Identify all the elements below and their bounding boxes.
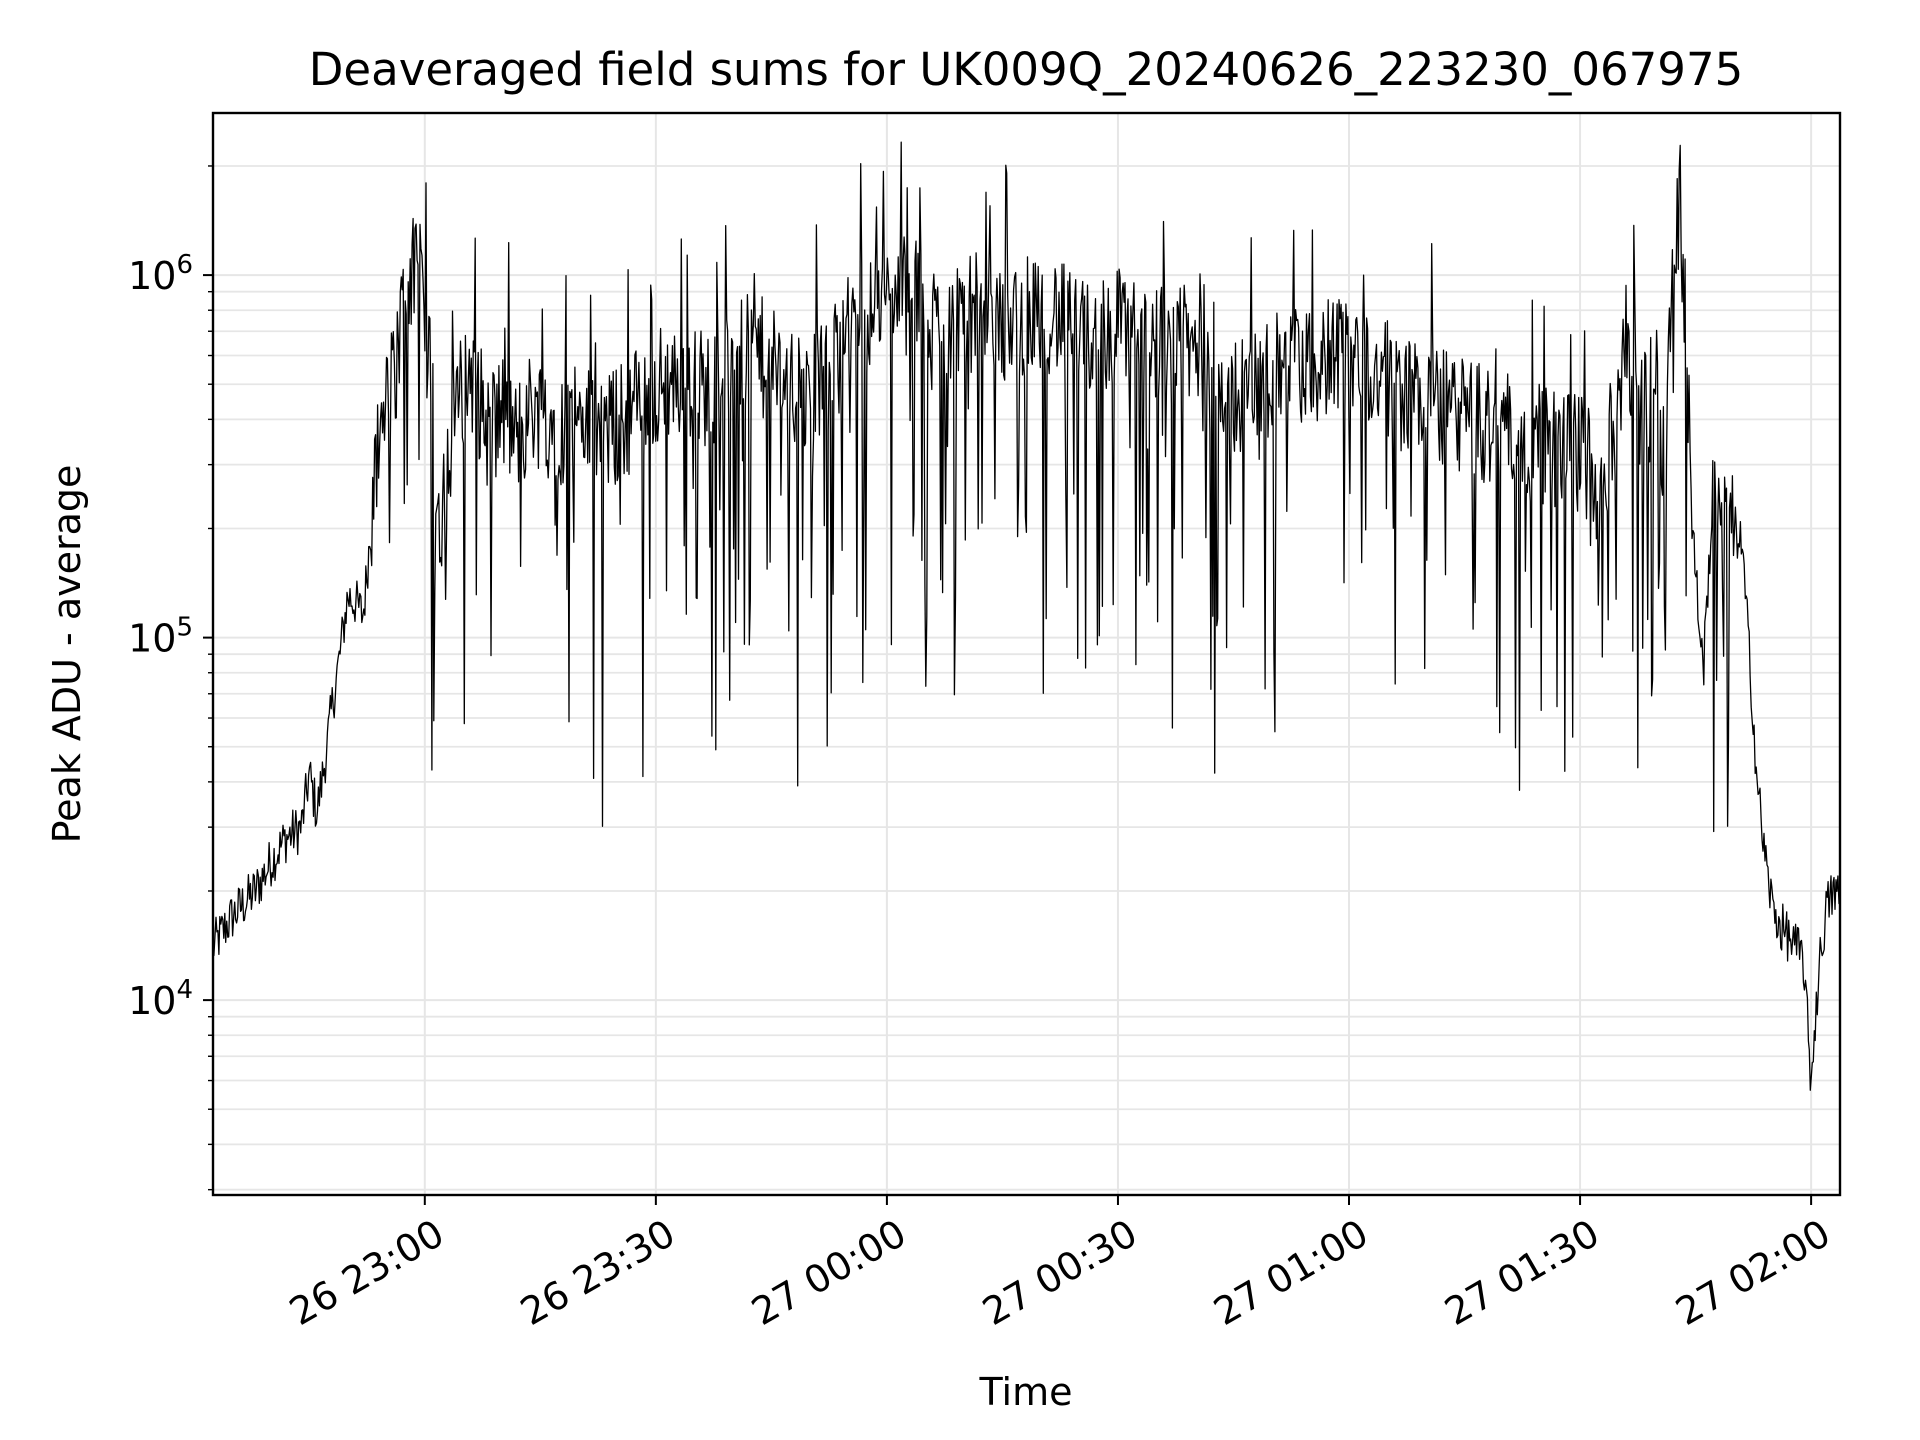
x-axis-label: Time: [979, 1370, 1073, 1414]
y-tick-label: 105: [128, 613, 193, 661]
y-tick-label: 104: [128, 975, 193, 1023]
series-group: [212, 141, 1841, 1091]
y-tick-label: 106: [128, 250, 193, 298]
y-axis-label: Peak ADU - average: [45, 465, 89, 844]
series-line: [212, 141, 1841, 1091]
chart-title: Deaveraged field sums for UK009Q_2024062…: [309, 43, 1743, 96]
